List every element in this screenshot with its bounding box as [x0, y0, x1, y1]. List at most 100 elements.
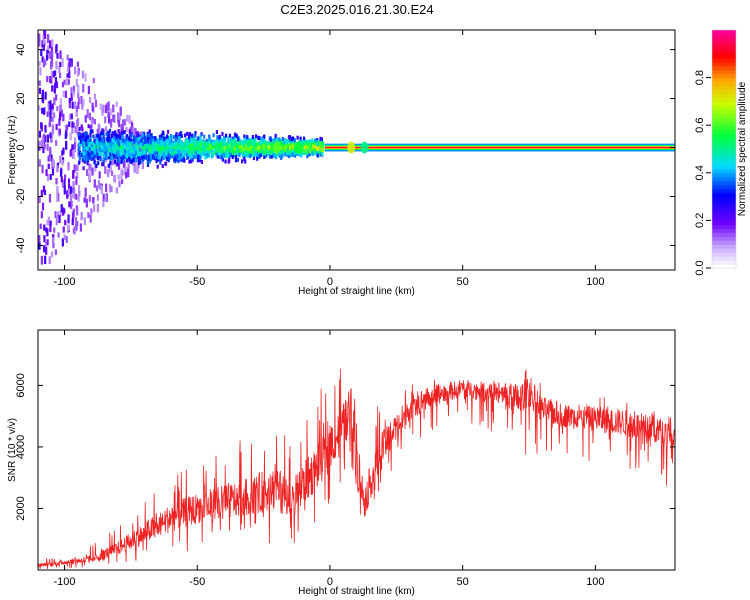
spectral-cell: [59, 210, 62, 217]
spectral-cell: [189, 136, 192, 141]
spectral-cell: [159, 136, 162, 141]
spectral-cell: [228, 150, 231, 155]
spectral-cell: [223, 140, 226, 145]
spectral-cell: [72, 169, 75, 179]
spectral-cell: [137, 158, 141, 163]
spectral-cell: [160, 149, 163, 154]
y-tick-label: -40: [15, 238, 27, 254]
spectral-cell: [105, 183, 108, 192]
y-tick-label: -20: [15, 189, 27, 205]
spectral-cell: [56, 164, 59, 173]
spectral-cell: [143, 132, 146, 137]
colorbar-segment: [712, 89, 736, 95]
spectral-cell: [52, 71, 55, 78]
spectral-cell: [121, 119, 125, 127]
spectral-cell: [231, 147, 234, 152]
spectral-cell: [65, 236, 68, 243]
colorbar-segment: [712, 264, 736, 269]
x-tick-label: -100: [54, 276, 76, 288]
spectral-cell: [40, 49, 43, 57]
spectral-cell: [61, 58, 64, 68]
spectral-cell: [162, 134, 165, 139]
spectral-cell: [168, 156, 171, 161]
spectral-cell: [117, 174, 120, 180]
spectral-cell: [122, 160, 125, 168]
spectral-cell: [67, 79, 70, 85]
spectral-cell: [51, 50, 54, 58]
spectral-cell: [117, 112, 120, 120]
spectral-cell: [201, 144, 204, 149]
spectral-cell: [88, 155, 91, 160]
spectral-cell: [180, 149, 184, 154]
spectral-cell: [55, 178, 58, 185]
spectral-cell: [46, 134, 50, 143]
spectral-cell: [241, 153, 245, 158]
spectral-cell: [109, 108, 112, 116]
spectral-cell: [255, 153, 258, 158]
spectral-cell: [241, 147, 244, 152]
spectral-cell: [254, 134, 258, 139]
spectral-cell: [218, 151, 221, 156]
spectral-cell: [43, 224, 46, 231]
spectral-cell: [317, 140, 320, 145]
spectral-cell: [221, 157, 224, 162]
spectral-cell: [282, 144, 285, 149]
spectral-cell: [87, 158, 90, 163]
spectral-cell: [72, 122, 75, 128]
spectral-cell: [77, 184, 81, 191]
spectral-cell: [315, 151, 318, 156]
x-tick-label: 50: [457, 576, 469, 588]
y-tick-label: 2000: [15, 496, 27, 520]
spectral-cell: [235, 134, 239, 139]
spectral-cell: [130, 138, 133, 143]
spectral-cell: [72, 151, 76, 160]
spectral-cell: [162, 131, 165, 136]
colorbar-segment: [712, 172, 736, 178]
spectral-cell: [107, 152, 110, 157]
spectral-cell: [174, 141, 177, 146]
spectral-cell: [121, 179, 124, 185]
spectral-cell: [188, 142, 191, 147]
spectral-cell: [102, 200, 105, 208]
spectral-cell: [108, 114, 111, 124]
colorbar-segment: [712, 232, 736, 237]
spectral-cell: [215, 130, 219, 135]
spectral-cell: [40, 122, 43, 129]
spectral-cell: [212, 141, 215, 146]
spectral-cell: [46, 173, 50, 182]
spectral-cell: [95, 164, 98, 169]
spectral-cell: [260, 153, 263, 158]
spectral-cell: [42, 185, 46, 193]
spectral-cell: [91, 146, 94, 151]
spectral-cell: [61, 238, 64, 247]
spectral-cell: [188, 153, 191, 158]
spectral-cell: [210, 148, 213, 153]
spectral-cell: [287, 139, 290, 144]
spectral-cell: [98, 145, 101, 150]
spectral-cell: [76, 171, 79, 179]
spectral-cell: [125, 154, 128, 159]
spectral-cell: [242, 139, 245, 144]
spectral-cell: [267, 150, 270, 155]
spectral-cell: [244, 159, 247, 164]
spectral-cell: [96, 140, 99, 145]
y-tick-label: 20: [15, 92, 27, 104]
spectral-cell: [67, 162, 70, 171]
spectral-cell: [321, 141, 324, 146]
snr-line: [38, 368, 675, 569]
spectral-cell: [91, 129, 94, 134]
spectral-cell: [216, 149, 219, 154]
spectral-cell: [95, 137, 98, 142]
spectral-cell: [308, 145, 311, 150]
spectral-cell: [123, 139, 126, 144]
spectral-cell: [66, 66, 70, 72]
spectral-cell: [153, 136, 157, 141]
spectral-cell: [81, 104, 84, 110]
spectral-cell: [94, 164, 97, 172]
colorbar-segment: [712, 65, 736, 71]
spectral-cell: [47, 103, 50, 112]
spectral-cell: [59, 105, 62, 112]
spectral-cell: [38, 87, 42, 94]
spectral-cell: [134, 161, 137, 169]
spectral-cell: [302, 148, 305, 153]
